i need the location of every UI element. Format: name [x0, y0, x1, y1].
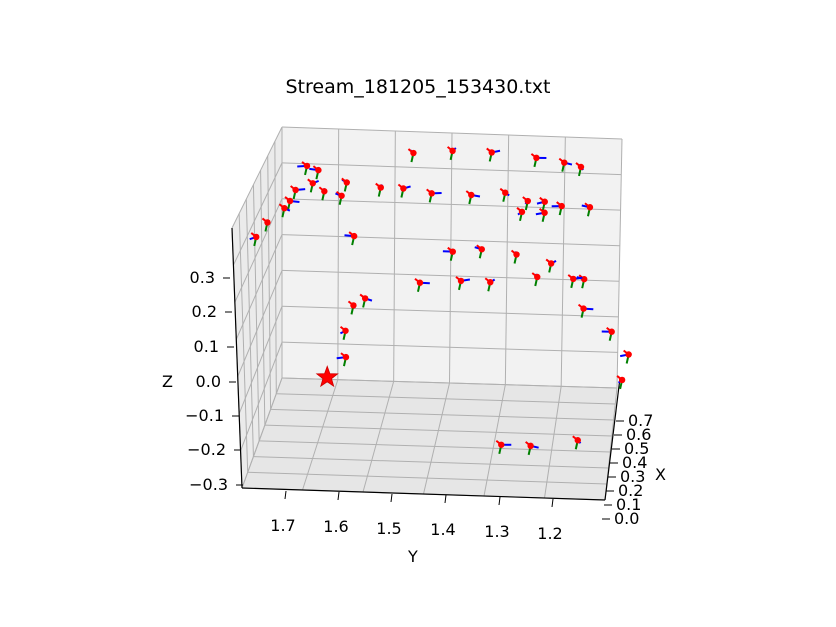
pose-point: [428, 190, 434, 196]
pose-point: [344, 179, 350, 185]
pose-point: [519, 209, 525, 215]
pose-point: [625, 351, 631, 357]
pose-point: [525, 198, 531, 204]
pose-point: [558, 203, 564, 209]
pose-point: [343, 354, 349, 360]
pose-point: [533, 155, 539, 161]
pose-point: [410, 150, 416, 156]
x-axis-label: X: [655, 465, 666, 484]
z-tick-label: 0.0: [196, 372, 221, 391]
pose-point: [479, 246, 485, 252]
y-axis-label: Y: [407, 547, 418, 566]
y-tick-label: 1.6: [323, 517, 348, 536]
pose-point: [338, 193, 344, 199]
pose-point: [534, 274, 540, 280]
y-tick-mark: [552, 499, 553, 507]
z-tick-label: −0.2: [187, 440, 226, 459]
pose-point: [619, 377, 625, 383]
pose-point: [378, 184, 384, 190]
pose-point: [264, 219, 270, 225]
pose-point: [502, 190, 508, 196]
pose-point: [513, 251, 519, 257]
pose-point: [281, 205, 287, 211]
z-axis-label: Z: [162, 372, 173, 391]
pose-point: [304, 163, 310, 169]
y-tick-mark: [499, 497, 500, 505]
pose-point: [468, 192, 474, 198]
pose-point: [570, 276, 576, 282]
z-tick-label: 0.3: [190, 268, 215, 287]
y-tick-label: 1.2: [537, 524, 562, 543]
pose-point: [321, 188, 327, 194]
axis-panes: [232, 127, 622, 500]
pose-point: [315, 167, 321, 173]
y-tick-mark: [391, 494, 392, 502]
pose-point: [578, 164, 584, 170]
pose-point: [609, 329, 615, 335]
y-tick-mark: [338, 492, 339, 500]
z-tick-label: −0.3: [189, 475, 228, 494]
y-tick-mark: [285, 491, 286, 499]
pose-point: [542, 199, 548, 205]
pose-point: [489, 149, 495, 155]
y-tick-label: 1.4: [430, 520, 455, 539]
pose-point: [458, 278, 464, 284]
pose-point: [587, 204, 593, 210]
pose-point: [580, 305, 586, 311]
pose-point: [541, 210, 547, 216]
y-tick-label: 1.3: [484, 522, 509, 541]
pose-point: [561, 159, 567, 165]
pose-point: [287, 198, 293, 204]
y-tick-label: 1.5: [376, 519, 401, 538]
pose-point: [292, 187, 298, 193]
pose-point: [487, 279, 493, 285]
pose-point: [527, 443, 533, 449]
y-tick-label: 1.7: [270, 516, 295, 535]
pose-point: [362, 295, 368, 301]
pose-point: [342, 328, 348, 334]
z-tick-label: 0.1: [194, 337, 219, 356]
pose-point: [575, 437, 581, 443]
pose-point: [310, 180, 316, 186]
z-tick-label: 0.2: [192, 302, 217, 321]
pose-point: [498, 442, 504, 448]
y-tick-mark: [445, 495, 446, 503]
x-tick-label: 0.7: [628, 411, 653, 430]
pose-point: [253, 234, 259, 240]
pose-point: [417, 280, 423, 286]
pose-point: [450, 248, 456, 254]
pose-point: [548, 260, 554, 266]
pose-point: [351, 233, 357, 239]
floor-pane: [242, 378, 617, 500]
z-tick-label: −0.1: [185, 406, 224, 425]
pose-point: [449, 148, 455, 154]
chart-title: Stream_181205_153430.txt: [0, 76, 836, 98]
pose-point: [350, 302, 356, 308]
pose-point: [400, 185, 406, 191]
pose-marker: [620, 350, 632, 363]
